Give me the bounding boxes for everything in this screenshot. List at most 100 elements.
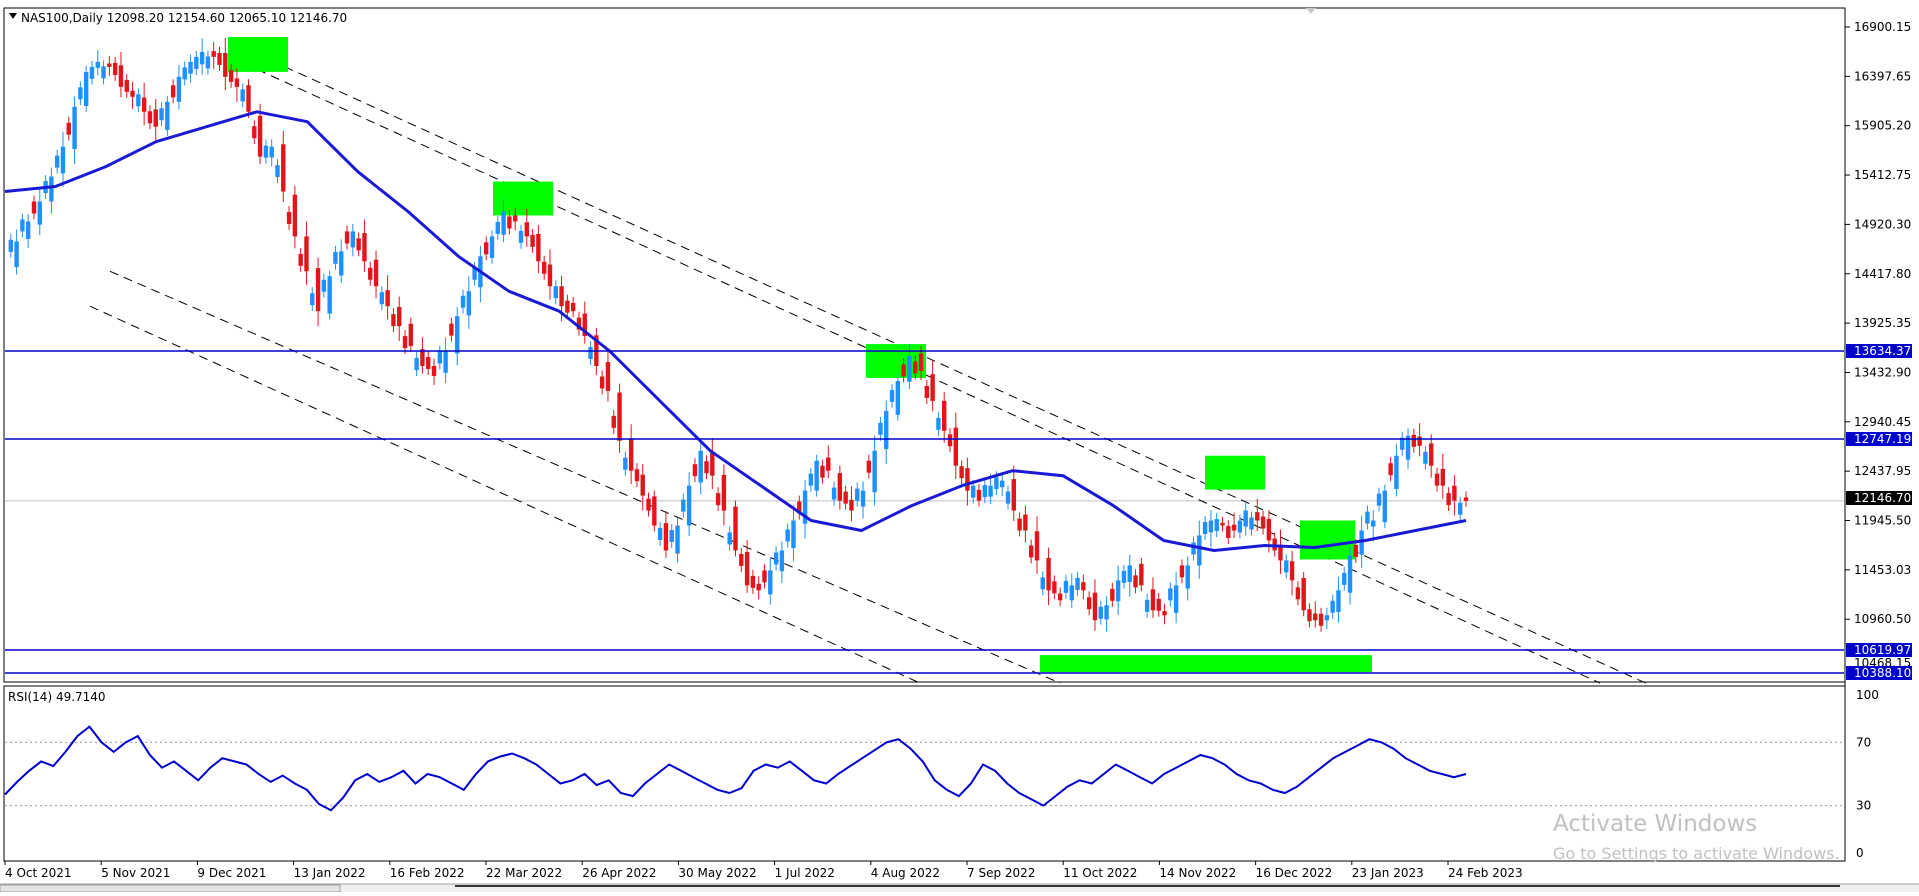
candle-body bbox=[1376, 493, 1382, 506]
price-tick-label: 12940.45 bbox=[1854, 415, 1911, 429]
level-price-label: 10619.97 bbox=[1854, 643, 1911, 657]
highlight-zone[interactable] bbox=[1300, 520, 1355, 560]
candle-body bbox=[860, 490, 866, 507]
candle-body bbox=[1202, 522, 1208, 535]
time-tick-label: 9 Dec 2021 bbox=[197, 866, 266, 880]
level-price-label: 10388.10 bbox=[1854, 666, 1911, 680]
chart-shift-marker-icon[interactable] bbox=[1306, 8, 1316, 14]
candle-body bbox=[95, 61, 100, 68]
candle-body bbox=[1295, 587, 1301, 600]
candle-body bbox=[1028, 545, 1034, 558]
candle-body bbox=[1278, 544, 1283, 561]
candle-body bbox=[1086, 597, 1092, 610]
candle-body bbox=[286, 211, 292, 224]
candle-body bbox=[344, 231, 350, 244]
candle-body bbox=[159, 108, 164, 121]
candle-body bbox=[246, 85, 251, 112]
candle-body bbox=[484, 242, 489, 255]
candle-body bbox=[727, 532, 732, 545]
highlight-zones[interactable] bbox=[228, 36, 1372, 673]
candle-body bbox=[379, 292, 385, 305]
candle-body bbox=[1301, 577, 1306, 611]
candle-body bbox=[1249, 517, 1254, 530]
candle-body bbox=[599, 376, 605, 389]
candle-body bbox=[657, 528, 663, 540]
candle-body bbox=[426, 357, 431, 369]
candle-body bbox=[431, 366, 437, 376]
candle-body bbox=[1446, 493, 1451, 506]
candle-body bbox=[1400, 437, 1405, 450]
candle-body bbox=[669, 530, 674, 542]
candle-body bbox=[1266, 518, 1272, 541]
candle-body bbox=[565, 300, 570, 313]
highlight-zone[interactable] bbox=[493, 181, 553, 216]
candle-body bbox=[1208, 520, 1214, 533]
channel-line[interactable] bbox=[109, 270, 1061, 684]
candle-body bbox=[936, 417, 941, 430]
candle-body bbox=[373, 259, 379, 287]
candle-body bbox=[762, 570, 767, 583]
candle-body bbox=[1463, 497, 1469, 501]
candle-body bbox=[1330, 600, 1335, 613]
candle-body bbox=[1423, 451, 1428, 464]
channel-line[interactable] bbox=[89, 305, 921, 684]
time-tick-label: 14 Nov 2022 bbox=[1159, 866, 1236, 880]
candle-body bbox=[704, 461, 709, 474]
time-tick-label: 1 Jul 2022 bbox=[775, 866, 835, 880]
candle-body bbox=[1173, 585, 1179, 613]
candle-body bbox=[518, 230, 524, 243]
candle-body bbox=[628, 439, 634, 471]
activate-windows-title: Activate Windows bbox=[1553, 811, 1757, 837]
candle-body bbox=[715, 493, 721, 506]
candle-body bbox=[1411, 434, 1417, 447]
candle-body bbox=[849, 499, 854, 511]
candle-body bbox=[1405, 435, 1411, 460]
highlight-zone[interactable] bbox=[1205, 455, 1265, 490]
candle-body bbox=[802, 490, 808, 524]
candle-body bbox=[982, 485, 987, 498]
channel-line[interactable] bbox=[229, 41, 1651, 686]
candle-body bbox=[1104, 605, 1109, 620]
candle-body bbox=[744, 552, 750, 586]
candle-body bbox=[78, 87, 83, 100]
candle-body bbox=[437, 351, 443, 364]
candle-body bbox=[686, 485, 692, 526]
candle-body bbox=[1098, 606, 1103, 619]
candle-body bbox=[947, 434, 953, 447]
candle-body bbox=[1092, 592, 1098, 621]
candle-body bbox=[698, 450, 703, 483]
candle-body bbox=[1150, 589, 1156, 611]
moving-average-line[interactable] bbox=[4, 110, 1467, 552]
candle-body bbox=[1382, 490, 1388, 523]
candle-body bbox=[675, 525, 680, 554]
highlight-zone[interactable] bbox=[1040, 655, 1372, 673]
dropdown-triangle-icon[interactable] bbox=[9, 13, 17, 19]
candle-body bbox=[646, 498, 651, 511]
candle-body bbox=[449, 323, 454, 336]
candle-body bbox=[541, 261, 547, 274]
candle-body bbox=[623, 457, 628, 470]
candle-body bbox=[866, 460, 872, 473]
candle-body bbox=[368, 267, 373, 280]
candle-body bbox=[785, 529, 790, 542]
time-tick-label: 16 Dec 2022 bbox=[1256, 866, 1333, 880]
candle-body bbox=[292, 194, 298, 237]
candle-body bbox=[994, 477, 999, 490]
candle-body bbox=[124, 79, 129, 92]
candle-body bbox=[692, 464, 698, 477]
chart-tab[interactable] bbox=[0, 884, 341, 893]
candle-body bbox=[350, 231, 356, 248]
candle-body bbox=[1034, 531, 1040, 561]
candle-body bbox=[1168, 588, 1173, 601]
candle-body bbox=[1011, 479, 1016, 511]
candle-body bbox=[553, 286, 558, 299]
highlight-zone[interactable] bbox=[228, 36, 288, 72]
candle-body bbox=[1069, 585, 1074, 601]
candle-body bbox=[397, 306, 402, 327]
candle-body bbox=[1359, 530, 1364, 555]
rsi-line[interactable] bbox=[4, 725, 1467, 812]
candle-body bbox=[965, 468, 970, 491]
candle-body bbox=[837, 473, 843, 501]
candle-body bbox=[808, 473, 814, 486]
